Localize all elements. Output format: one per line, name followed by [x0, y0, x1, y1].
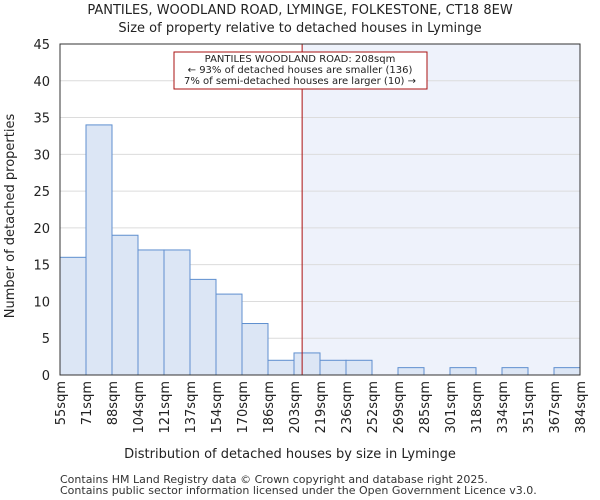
- x-tick-label: 285sqm: [418, 381, 433, 434]
- x-tick-label: 88sqm: [106, 381, 121, 425]
- x-tick-label: 318sqm: [470, 381, 485, 434]
- y-tick-label: 5: [42, 332, 50, 347]
- annotation-line-1: PANTILES WOODLAND ROAD: 208sqm: [205, 54, 396, 65]
- x-tick-label: 186sqm: [262, 381, 277, 434]
- footer-line-1: Contains HM Land Registry data © Crown c…: [60, 473, 488, 486]
- chart-subtitle: Size of property relative to detached ho…: [118, 21, 481, 36]
- x-tick-label: 252sqm: [366, 381, 381, 434]
- y-tick-label: 35: [33, 112, 50, 127]
- annotation-box: PANTILES WOODLAND ROAD: 208sqm ← 93% of …: [173, 51, 428, 90]
- bar: [293, 352, 321, 376]
- y-ticks-group: 0 5 10 15 20 25 30 35 40 45: [33, 38, 50, 384]
- x-tick-label: 367sqm: [548, 381, 563, 434]
- bar: [85, 124, 113, 376]
- bar: [59, 256, 87, 376]
- y-tick-label: 10: [33, 295, 50, 310]
- annotation-frame: [173, 51, 428, 90]
- bar: [163, 249, 191, 376]
- annotation-line-3: 7% of semi-detached houses are larger (1…: [184, 76, 416, 87]
- highlight-region-group: [302, 44, 580, 375]
- y-tick-label: 45: [33, 38, 50, 53]
- x-tick-label: 301sqm: [444, 381, 459, 434]
- bar: [137, 249, 165, 376]
- x-tick-label: 219sqm: [314, 381, 329, 434]
- chart-title: PANTILES, WOODLAND ROAD, LYMINGE, FOLKES…: [87, 3, 512, 18]
- x-tick-label: 154sqm: [210, 381, 225, 434]
- bar: [111, 234, 139, 376]
- x-tick-label: 121sqm: [158, 381, 173, 434]
- x-tick-label: 55sqm: [54, 381, 69, 425]
- x-tick-label: 351sqm: [522, 381, 537, 434]
- x-tick-label: 236sqm: [340, 381, 355, 434]
- y-tick-label: 20: [33, 222, 50, 237]
- x-axis-label: Distribution of detached houses by size …: [124, 447, 456, 462]
- x-tick-label: 203sqm: [288, 381, 303, 434]
- bar: [267, 359, 295, 376]
- annotation-line-2: ← 93% of detached houses are smaller (13…: [188, 65, 413, 76]
- footer-line-2: Contains public sector information licen…: [60, 484, 537, 497]
- x-tick-label: 170sqm: [236, 381, 251, 434]
- x-tick-label: 104sqm: [132, 381, 147, 434]
- bar: [319, 359, 347, 376]
- bar: [397, 367, 425, 376]
- bar: [189, 278, 217, 376]
- x-tick-label: 269sqm: [392, 381, 407, 434]
- bar: [449, 367, 477, 376]
- y-axis-label: Number of detached properties: [3, 114, 18, 319]
- x-tick-label: 334sqm: [496, 381, 511, 434]
- x-tick-label: 137sqm: [184, 381, 199, 434]
- x-tick-label: 384sqm: [574, 381, 589, 434]
- y-tick-label: 40: [33, 75, 50, 90]
- x-ticks-group: 55sqm 71sqm 88sqm 104sqm 121sqm 137sqm 154sqm 1…: [54, 381, 589, 434]
- plot-frame: [59, 43, 581, 376]
- highlight-region: [302, 44, 580, 375]
- x-tick-label: 71sqm: [80, 381, 95, 425]
- bar: [501, 367, 529, 376]
- y-tick-label: 15: [33, 259, 50, 274]
- y-tick-label: 25: [33, 185, 50, 200]
- bar: [553, 367, 581, 376]
- y-tick-label: 30: [33, 148, 50, 163]
- bar: [215, 293, 243, 376]
- bar: [241, 323, 269, 376]
- bar: [345, 359, 373, 376]
- y-tick-label: 0: [42, 369, 50, 384]
